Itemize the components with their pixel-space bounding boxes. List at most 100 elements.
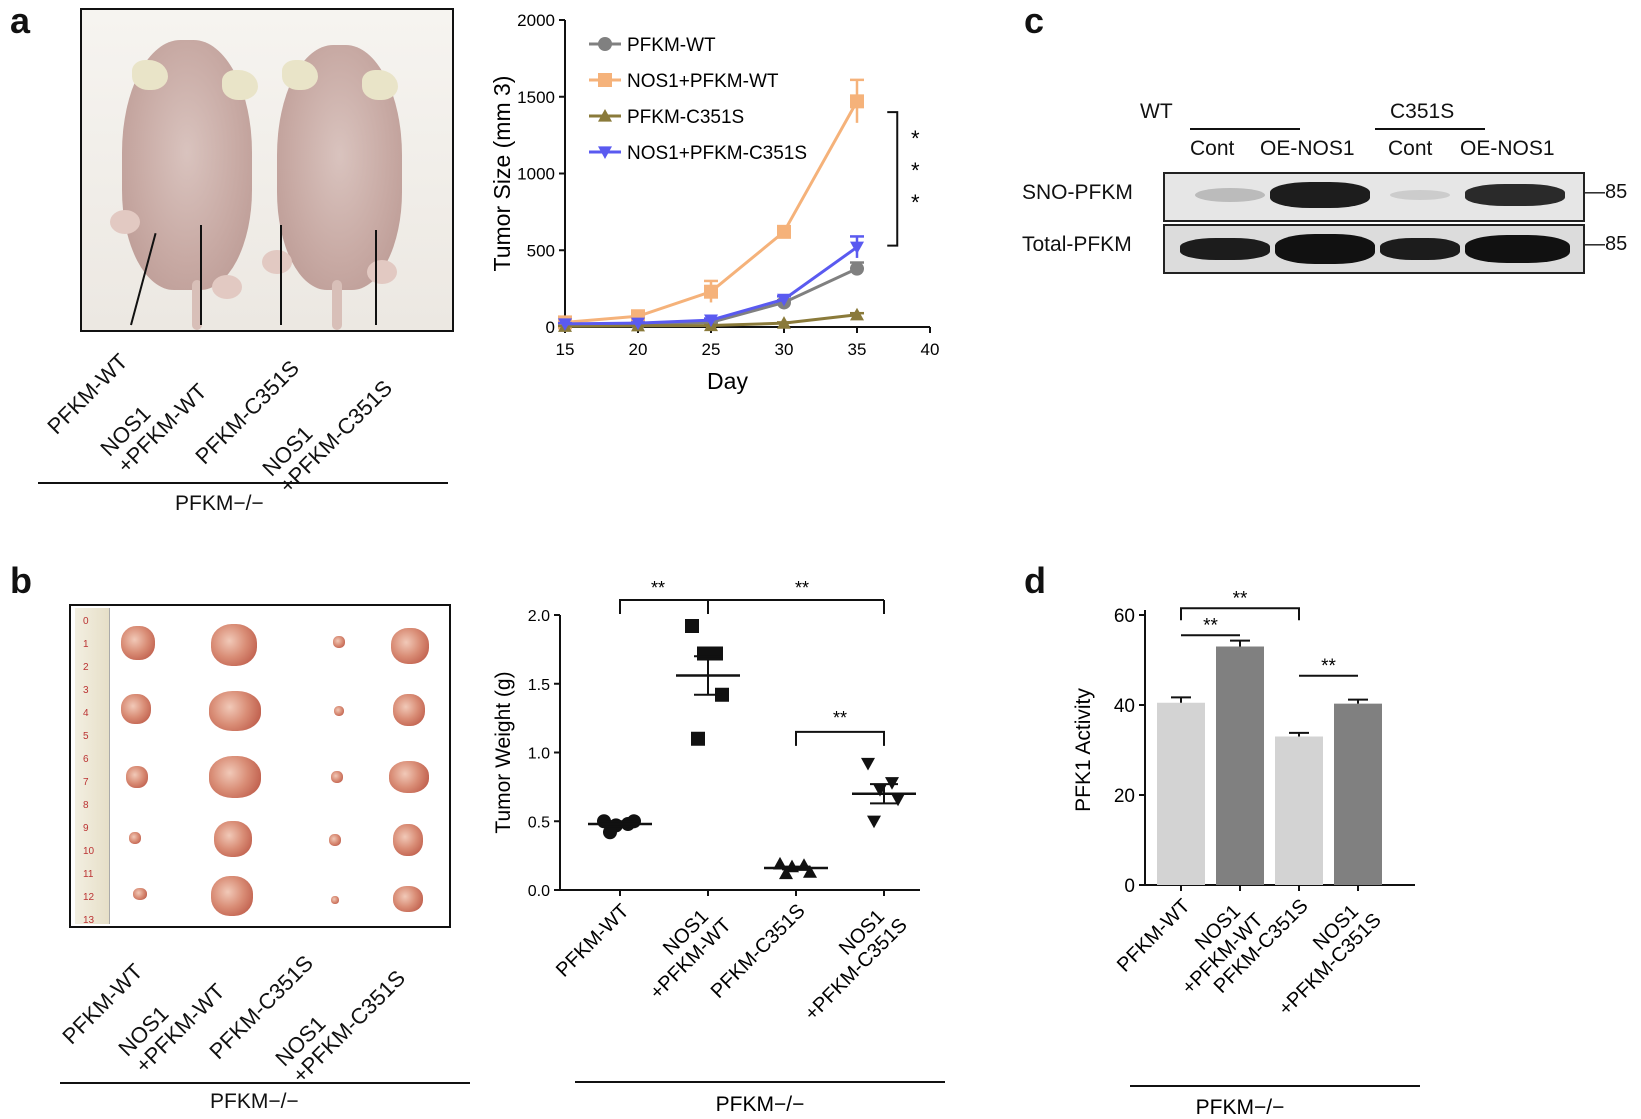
x-tick-label: PFKM-C351S — [707, 900, 810, 1003]
significance-label: ** — [1203, 615, 1218, 636]
significance-label: ** — [1233, 588, 1248, 609]
tumor-growth-chart: 0 500 1000 1500 2000 15 20 25 30 35 40 Day Tumor Siz… — [489, 11, 940, 394]
limb — [110, 210, 140, 234]
ruler-number: 2 — [83, 662, 89, 673]
bar — [1216, 646, 1264, 885]
ruler-number: 5 — [83, 731, 89, 742]
tumor — [126, 766, 148, 788]
ruler-number: 9 — [83, 823, 89, 834]
ruler-number: 10 — [83, 846, 95, 857]
band-total-c351s-oe — [1465, 235, 1570, 263]
legend-marker — [598, 109, 612, 122]
ruler-number: 4 — [83, 708, 89, 719]
band-sno-c351s-oe — [1465, 184, 1565, 206]
x-tick-label: 30 — [775, 340, 794, 359]
x-tick-label: 40 — [921, 340, 940, 359]
tumor — [393, 886, 423, 912]
band-sno-wt-oe — [1270, 182, 1370, 208]
bracket-wt-vs-c351s — [1180, 607, 1300, 621]
panel-letter-a: a — [10, 0, 31, 41]
y-tick-label: 0.5 — [528, 814, 550, 831]
data-point — [779, 866, 793, 880]
band-total-c351s-cont — [1380, 238, 1460, 260]
x-tick-label-line: PFKM-C351S — [707, 900, 810, 1003]
y-tick-label: 0.0 — [528, 883, 550, 900]
blot-group-c351s: C351S — [1390, 100, 1455, 123]
bracket-c351s-vs-nos1c351s — [795, 730, 885, 746]
ruler-number: 11 — [83, 869, 94, 880]
tumor — [333, 636, 345, 648]
tumor — [334, 706, 344, 716]
x-axis-label: Day — [707, 368, 748, 394]
tumor — [211, 876, 253, 916]
ruler-number: 8 — [83, 800, 89, 811]
ruler-number: 12 — [83, 892, 95, 903]
panel-letter-b: b — [10, 560, 32, 601]
significance-label: ** — [833, 708, 847, 728]
ruler-number: 7 — [83, 777, 89, 788]
tumor — [391, 628, 429, 664]
data-point — [777, 316, 791, 329]
legend-label: PFKM-WT — [627, 35, 716, 56]
significance-star: * — [911, 158, 920, 183]
blot-group-wt: WT — [1140, 100, 1173, 123]
blot-bracket-c351s — [1375, 128, 1485, 130]
tumor — [214, 821, 252, 857]
data-point — [850, 241, 864, 255]
data-point — [558, 318, 572, 331]
ruler-number: 3 — [83, 685, 89, 696]
tumor — [121, 694, 151, 724]
tumor — [331, 771, 343, 783]
arrow-2 — [200, 225, 202, 325]
ear — [282, 60, 318, 90]
data-point — [777, 224, 791, 239]
group-label-weight: PFKM−/− — [716, 1093, 805, 1116]
blot-bracket-wt — [1190, 128, 1300, 130]
data-point — [704, 314, 718, 328]
x-tick-label-line: PFKM-WT — [552, 900, 634, 982]
significance-label: ** — [1321, 656, 1336, 677]
x-tick-label: 15 — [556, 340, 575, 359]
limb — [212, 275, 242, 299]
significance-star: * — [911, 190, 920, 215]
panel-letter-c: c — [1024, 0, 1045, 41]
ruler-number: 13 — [83, 915, 95, 926]
y-tick-label: 2.0 — [528, 608, 550, 625]
ruler-number: 1 — [83, 639, 89, 650]
legend-marker — [598, 37, 612, 51]
significance-label: ** — [795, 580, 809, 598]
tumor — [393, 694, 425, 726]
x-tick-label-line: PFKM-WT — [1113, 895, 1195, 977]
data-point — [709, 646, 723, 661]
bar — [1334, 703, 1382, 885]
blot-strip-sno — [1163, 172, 1585, 222]
data-point — [850, 261, 864, 276]
tumor — [211, 624, 257, 666]
lane-label-3: Cont — [1388, 137, 1433, 160]
y-tick-label: 2000 — [517, 11, 555, 30]
bar — [1275, 736, 1323, 885]
data-point — [704, 284, 718, 299]
data-point — [891, 793, 905, 807]
legend-label: PFKM-C351S — [627, 107, 744, 128]
y-axis-label: PFK1 Activity — [1072, 688, 1095, 812]
blot-strip-total — [1163, 224, 1585, 274]
tumor — [331, 896, 339, 904]
bracket-wt-vs-nos1wt — [619, 599, 709, 614]
data-point — [803, 865, 817, 878]
y-tick-label: 20 — [1114, 786, 1135, 807]
y-tick-label: 1.0 — [528, 746, 550, 763]
band-total-wt-oe — [1275, 234, 1375, 264]
significance-star: * — [911, 126, 920, 151]
tumor — [389, 761, 429, 793]
band-total-wt-cont — [1180, 238, 1270, 260]
group-label-b: PFKM−/− — [210, 1090, 299, 1113]
ruler-number: 0 — [83, 616, 89, 627]
data-point — [777, 293, 791, 307]
tumor — [121, 626, 155, 660]
ear — [132, 60, 168, 90]
legend-label: NOS1+PFKM-C351S — [627, 143, 807, 164]
ear — [362, 70, 398, 100]
